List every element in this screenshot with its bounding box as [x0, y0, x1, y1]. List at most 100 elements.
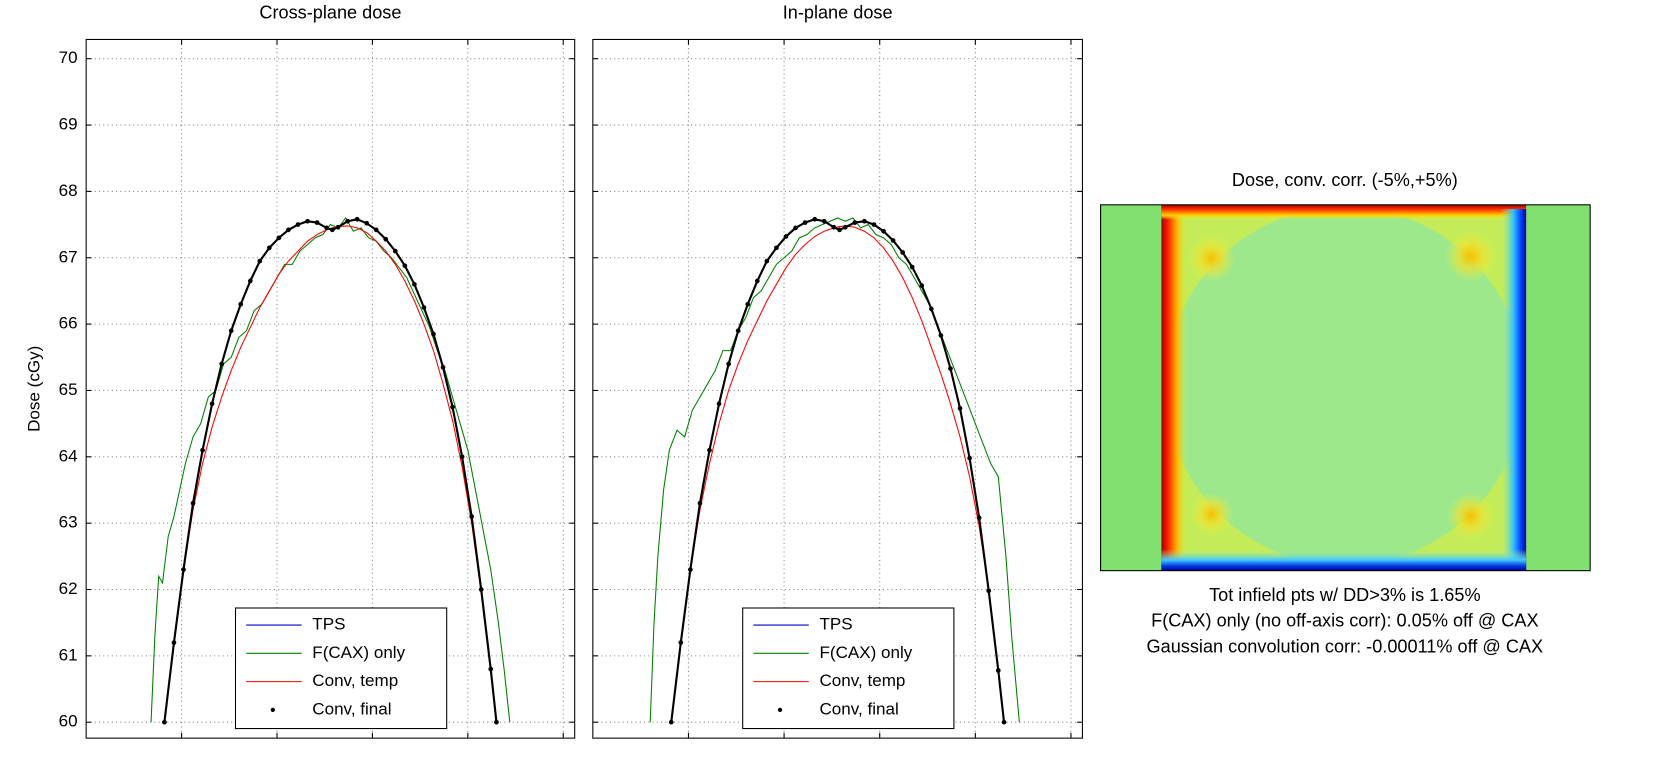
series-marker — [247, 278, 253, 284]
line-chart: In-plane dose TPS F(CAX) only Conv, temp Con… — [592, 3, 1083, 739]
curves — [150, 216, 511, 725]
series-marker — [305, 218, 310, 224]
legend-label: TPS — [820, 615, 853, 634]
series-marker — [162, 719, 167, 725]
legend-marker — [777, 707, 783, 712]
series-marker — [967, 455, 972, 461]
y-axis-label: Dose (cGy) — [24, 346, 43, 432]
series-marker — [812, 216, 818, 222]
y-tick-label: 68 — [59, 181, 78, 200]
heatmap-circle — [1165, 206, 1525, 566]
heatmap-spot — [1447, 492, 1495, 540]
series-marker — [716, 401, 722, 407]
series-marker — [842, 224, 848, 230]
series-marker — [181, 567, 186, 572]
series-marker — [793, 225, 798, 231]
y-tick-label: 66 — [59, 314, 78, 333]
heatmap-spot — [1188, 234, 1235, 282]
series-marker — [171, 640, 177, 645]
curves — [649, 216, 1020, 725]
series-marker — [373, 227, 379, 233]
series-marker — [478, 587, 484, 592]
y-tick-label: 64 — [59, 446, 78, 465]
series-marker — [421, 305, 427, 310]
chart-title: In-plane dose — [783, 3, 893, 23]
series-marker — [957, 406, 963, 411]
legend-box — [234, 607, 448, 730]
series-marker — [257, 258, 263, 264]
chart-title: Cross-plane dose — [259, 3, 401, 23]
series-marker — [745, 301, 751, 307]
series-marker — [286, 227, 291, 233]
series-marker — [697, 500, 703, 506]
series-marker — [450, 404, 455, 410]
series-marker — [995, 668, 1001, 673]
series-marker — [890, 238, 896, 243]
series-marker — [383, 236, 389, 242]
series-marker — [364, 220, 370, 226]
series-marker — [1001, 719, 1007, 725]
series-marker — [238, 301, 244, 307]
series-marker — [735, 328, 741, 334]
series-marker — [852, 220, 858, 225]
series-marker — [976, 515, 982, 521]
series-marker — [764, 258, 770, 264]
legend-label: Conv, temp — [820, 671, 906, 690]
series-marker — [469, 514, 474, 519]
legend-label: Conv, final — [312, 699, 391, 718]
series-marker — [494, 719, 499, 725]
legend-marker — [270, 707, 275, 712]
series-marker — [329, 227, 335, 233]
series-line — [649, 217, 1020, 723]
y-tick-label: 69 — [59, 115, 78, 134]
legend-label: Conv, final — [820, 699, 899, 718]
plot-frame — [85, 38, 576, 739]
legend-label: F(CAX) only — [820, 643, 913, 662]
heatmap-edge — [1161, 204, 1527, 220]
legend-label: Conv, temp — [312, 671, 398, 690]
series-line — [670, 225, 1005, 723]
series-marker — [881, 228, 886, 234]
series-marker — [488, 666, 494, 672]
legend-label: F(CAX) only — [312, 643, 405, 662]
series-marker — [948, 366, 953, 371]
y-tick-label: 62 — [59, 579, 78, 598]
series-marker — [909, 264, 915, 270]
series-marker — [335, 224, 341, 230]
series-marker — [928, 306, 934, 312]
y-tick-label: 67 — [59, 247, 78, 266]
y-tick-label: 70 — [59, 48, 78, 67]
series-marker — [459, 454, 465, 460]
heatmap-note: F(CAX) only (no off-axis corr): 0.05% of… — [1151, 611, 1538, 631]
series-marker — [219, 361, 225, 367]
series-marker — [938, 333, 944, 338]
series-marker — [276, 235, 282, 241]
heatmap-note: Gaussian convolution corr: -0.00011% off… — [1147, 636, 1544, 656]
legend-label: TPS — [312, 615, 345, 634]
legend: TPS F(CAX) only Conv, temp Conv, final — [742, 607, 955, 730]
series-marker — [821, 218, 827, 224]
series-marker — [431, 331, 436, 337]
series-marker — [678, 640, 684, 645]
series-marker — [871, 222, 877, 227]
series-marker — [354, 216, 360, 222]
series-marker — [314, 220, 320, 225]
series-marker — [324, 225, 329, 231]
series-marker — [837, 227, 842, 233]
series-marker — [919, 283, 925, 288]
y-tick-label: 61 — [59, 645, 78, 664]
series-marker — [402, 263, 408, 269]
y-tick-label: 60 — [59, 712, 78, 731]
heatmap-spot — [1445, 230, 1497, 282]
series-marker — [754, 278, 760, 284]
series-marker — [783, 234, 789, 239]
heatmap-note: Tot infield pts w/ DD>3% is 1.65% — [1209, 585, 1481, 605]
series-marker — [802, 220, 808, 225]
line-chart: 60 61 62 63 64 65 66 67 68 69 70 Cross-plane dose Do… — [24, 3, 576, 739]
heatmap-edge — [1500, 209, 1527, 571]
series-marker — [726, 361, 731, 367]
legend: TPS F(CAX) only Conv, temp Conv, final — [234, 607, 448, 730]
series-marker — [668, 719, 674, 725]
